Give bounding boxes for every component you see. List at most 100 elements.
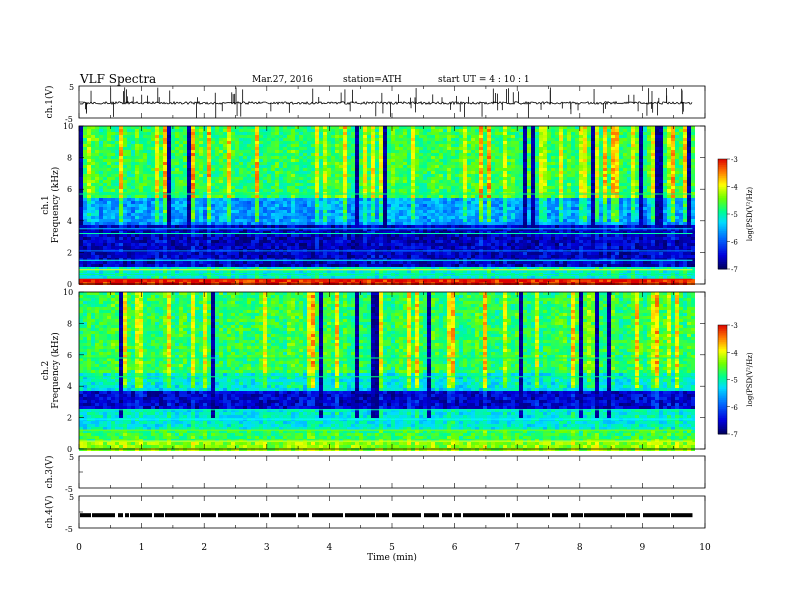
- colorbar-cell: [718, 201, 727, 204]
- colorbar-cell: [718, 374, 727, 377]
- ch4-pulse: [98, 513, 106, 518]
- freq-tick-label: 8: [67, 154, 72, 163]
- colorbar-cell: [718, 421, 727, 424]
- colorbar-tick-label: -3: [731, 156, 738, 164]
- colorbar-cell: [718, 344, 727, 348]
- ch4-pulse: [576, 513, 583, 518]
- colorbar-cell: [718, 225, 727, 228]
- ch4-pulse: [584, 513, 588, 518]
- time-tick-label: 1: [139, 543, 145, 553]
- colorbar-cell: [718, 386, 727, 390]
- colorbar-cell: [718, 415, 727, 419]
- colorbar-cell: [718, 375, 727, 379]
- colorbar-cell: [718, 166, 727, 169]
- ch4-pulse: [280, 513, 286, 518]
- ch4-pulse: [271, 513, 280, 518]
- plot-layer: [79, 87, 727, 518]
- ylabel-channel: ch.1: [41, 195, 51, 214]
- ch4-pulse: [223, 513, 228, 518]
- time-tick-label: 9: [640, 543, 646, 553]
- ch4-pulse: [556, 513, 568, 518]
- ylabel-ch1-spectrogram: ch.1Frequency (kHz): [41, 167, 61, 244]
- ylabel-ch2-spectrogram: ch.2Frequency (kHz): [41, 332, 61, 409]
- ch4-pulse: [367, 513, 370, 518]
- colorbar-cell: [718, 383, 727, 386]
- freq-tick-label: 2: [67, 414, 72, 423]
- colorbar-cell: [718, 186, 727, 189]
- colorbar-cell: [718, 217, 727, 220]
- colorbar-cell: [718, 234, 727, 237]
- ylabel-ch4: ch.4(V): [44, 496, 55, 529]
- colorbar-cell: [718, 171, 727, 175]
- colorbar-cell: [718, 210, 727, 213]
- colorbar-cell: [718, 223, 727, 226]
- colorbar-cell: [718, 248, 727, 252]
- ytick-label: 5: [69, 83, 74, 92]
- colorbar-cell: [718, 256, 727, 259]
- ch4-pulse: [165, 513, 169, 518]
- colorbar-cell: [718, 428, 727, 431]
- ch4-pulse: [544, 513, 547, 518]
- colorbar-cell: [718, 408, 727, 411]
- ch4-pulse: [480, 513, 488, 518]
- ylabel-axis: Frequency (kHz): [50, 332, 61, 409]
- ch4-pulse: [260, 513, 263, 518]
- colorbar-cell: [718, 182, 727, 186]
- ch4-pulse: [643, 513, 650, 518]
- ch4-pulse: [92, 513, 98, 518]
- colorbar-cell: [718, 177, 727, 180]
- ch4-pulse: [136, 513, 143, 518]
- ch4-pulse: [130, 513, 136, 518]
- colorbar-cell: [718, 199, 727, 202]
- spectrogram-ch1-spectrogram: [79, 126, 695, 285]
- colorbar-cell: [718, 348, 727, 351]
- colorbar-cell: [718, 384, 727, 388]
- colorbar-cell: [718, 184, 727, 187]
- colorbar-cell: [718, 417, 727, 420]
- time-tick-label: 2: [201, 543, 207, 553]
- colorbar-cell: [718, 377, 727, 380]
- ch4-pulse: [604, 513, 612, 518]
- ch4-pulse: [418, 513, 421, 518]
- freq-tick-label: 10: [63, 288, 73, 297]
- colorbar-cell: [718, 390, 727, 393]
- ch4-pulse: [671, 513, 680, 518]
- start-time-label: start UT = 4 : 10 : 1: [438, 75, 530, 85]
- ylabel-channel: ch.2: [41, 361, 51, 380]
- ch4-pulse: [650, 513, 656, 518]
- colorbar-cell: [718, 226, 727, 230]
- colorbar-cell: [718, 406, 727, 410]
- station-label: station=ATH: [343, 75, 402, 85]
- colorbar-cell: [718, 190, 727, 193]
- colorbar-cell: [718, 397, 727, 400]
- colorbar-cell: [718, 346, 727, 350]
- freq-tick-label: 6: [67, 351, 72, 360]
- ch4-pulse: [298, 513, 309, 518]
- colorbar-cell: [718, 426, 727, 430]
- colorbar-cell: [718, 265, 727, 268]
- colorbar-cell: [718, 230, 727, 233]
- colorbar-cell: [718, 392, 727, 395]
- colorbar-cell: [718, 370, 727, 373]
- time-tick-label: 7: [514, 543, 520, 553]
- ch4-pulse: [537, 513, 544, 518]
- ch4-pulse: [533, 513, 537, 518]
- freq-tick-label: 0: [67, 445, 72, 454]
- colorbar-cell: [718, 203, 727, 206]
- ch4-pulse: [85, 513, 91, 518]
- ytick-label: 5: [69, 493, 74, 502]
- colorbar-cell: [718, 245, 727, 248]
- colorbar-tick-label: -7: [731, 431, 738, 439]
- colorbar-cell: [718, 254, 727, 257]
- freq-tick-label: 6: [67, 185, 72, 194]
- colorbar-label: log(PSD(V²/Hz): [746, 352, 754, 407]
- ch4-pulse: [178, 513, 190, 518]
- ch4-pulse: [251, 513, 259, 518]
- freq-tick-label: 2: [67, 248, 72, 257]
- ylabel-axis: Frequency (kHz): [50, 167, 61, 244]
- ch4-pulse: [80, 513, 85, 518]
- ch4-pulse: [633, 513, 640, 518]
- ch4-pulse: [370, 513, 375, 518]
- ch4-pulse: [409, 513, 418, 518]
- colorbar-cell: [718, 341, 727, 344]
